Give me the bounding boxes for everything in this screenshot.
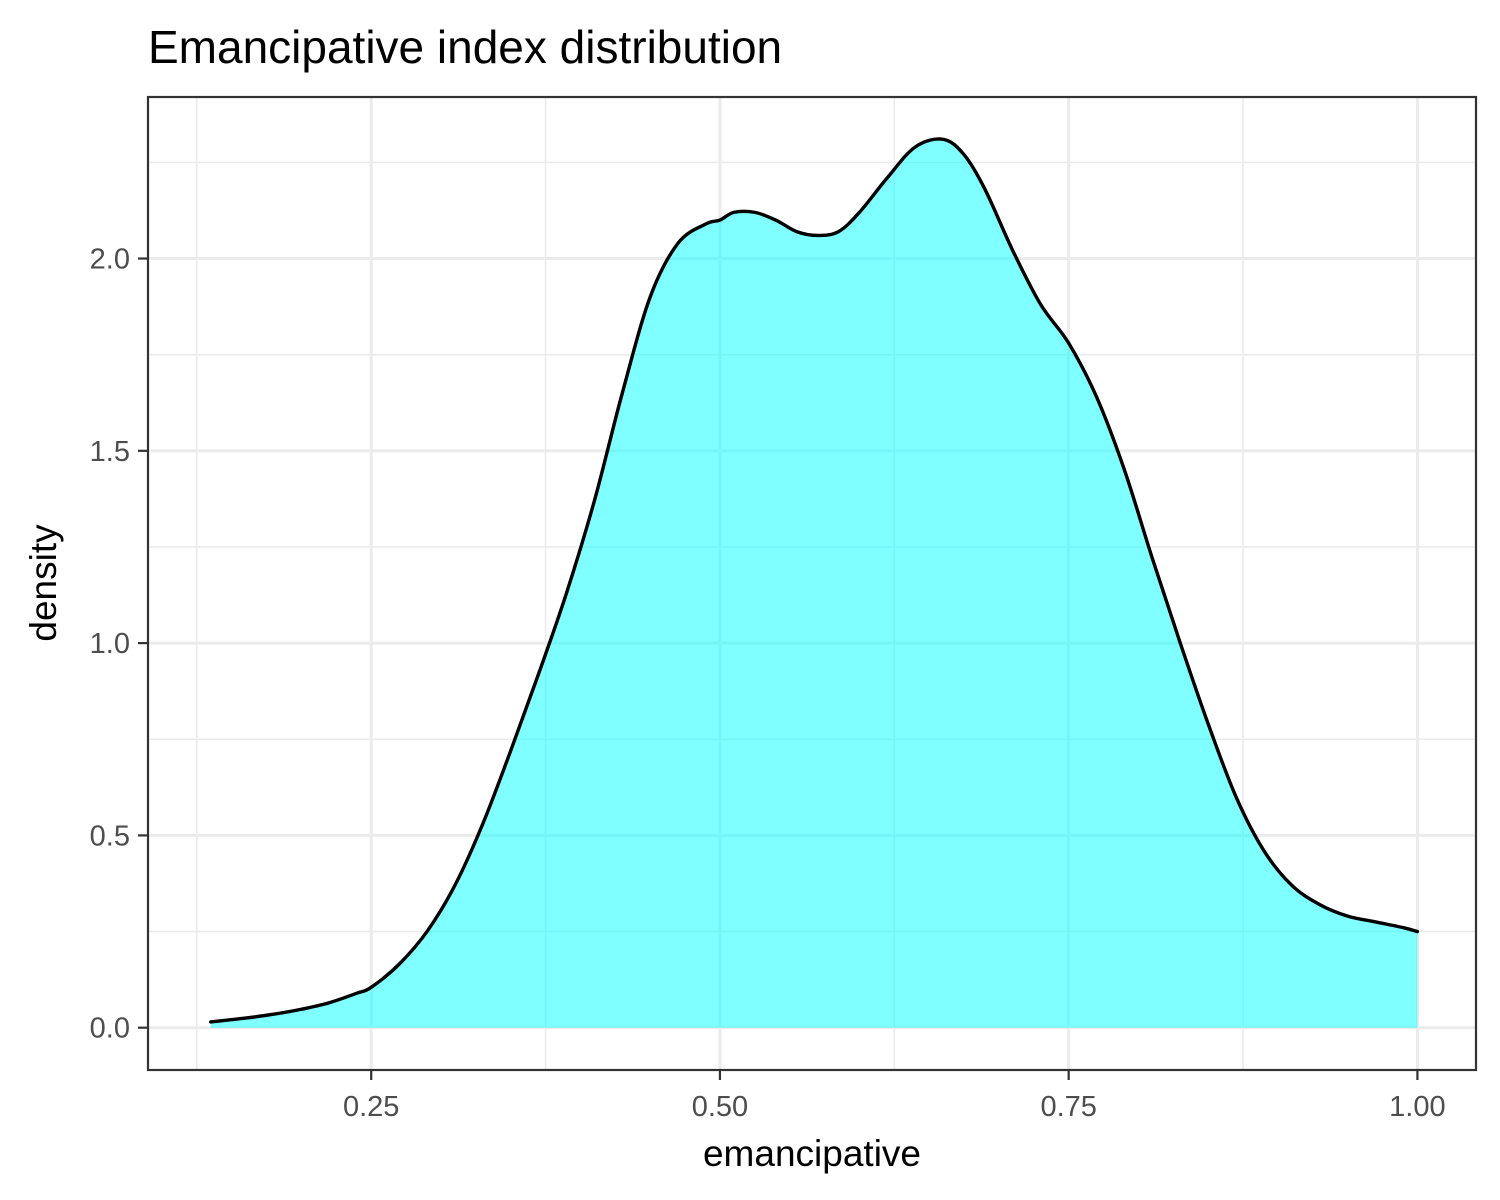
y-axis: 0.0 0.5 1.0 1.5 2.0 (90, 244, 148, 1045)
x-tick-label: 0.50 (692, 1091, 748, 1123)
x-tick-label: 0.75 (1040, 1091, 1096, 1123)
density-area-fill (210, 138, 1418, 1028)
x-axis: 0.25 0.50 0.75 1.00 (343, 1070, 1446, 1123)
density-curve-line (209, 137, 1420, 1024)
x-axis-title: emancipative (703, 1133, 921, 1174)
chart-title: Emancipative index distribution (148, 21, 782, 73)
density-area-layer (209, 137, 1420, 1028)
y-tick-label: 0.5 (90, 820, 130, 852)
y-tick-label: 2.0 (90, 244, 130, 276)
x-tick-label: 0.25 (343, 1091, 399, 1123)
x-tick-label: 1.00 (1389, 1091, 1445, 1123)
y-tick-label: 0.0 (90, 1013, 130, 1045)
y-tick-label: 1.5 (90, 436, 130, 468)
y-axis-title: density (23, 524, 64, 642)
y-tick-label: 1.0 (90, 628, 130, 660)
panel-border (146, 95, 1478, 1072)
